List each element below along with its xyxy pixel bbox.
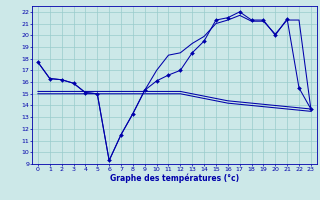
- X-axis label: Graphe des températures (°c): Graphe des températures (°c): [110, 173, 239, 183]
